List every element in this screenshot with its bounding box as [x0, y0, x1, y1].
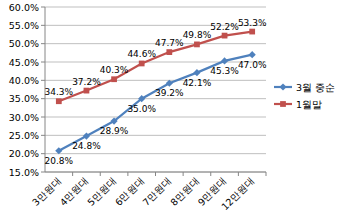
series-line	[59, 32, 252, 102]
x-tick	[127, 172, 128, 176]
grid-line	[45, 62, 266, 63]
data-label: 44.6%	[127, 49, 156, 59]
x-tick	[266, 172, 267, 176]
data-point	[194, 42, 200, 48]
plot-area	[55, 29, 256, 155]
data-label: 47.0%	[238, 60, 267, 70]
legend-label: 3월 중순	[296, 82, 335, 93]
data-point	[55, 147, 62, 154]
y-tick-label: 30.0%	[9, 112, 39, 123]
y-tick-label: 35.0%	[9, 93, 39, 104]
grid-line	[45, 153, 266, 154]
y-tick-label: 50.0%	[9, 38, 39, 49]
data-point	[166, 80, 173, 87]
y-tick-label: 45.0%	[9, 57, 39, 68]
y-tick-label: 40.0%	[9, 75, 39, 86]
chart: 15.0% 20.0% 25.0% 30.0% 35.0% 40.0% 45.0% 50.0%…	[0, 0, 350, 211]
x-tick	[183, 172, 184, 176]
data-label: 37.2%	[72, 77, 101, 87]
data-label: 52.2%	[210, 22, 239, 32]
data-point	[84, 88, 90, 94]
data-point	[166, 49, 172, 55]
y-tick	[41, 62, 45, 63]
data-point	[83, 132, 90, 139]
y-tick	[41, 135, 45, 136]
data-label: 39.2%	[155, 88, 184, 98]
data-point	[138, 95, 145, 102]
data-point	[139, 61, 145, 67]
x-tick-label: 12만원대	[219, 175, 257, 211]
x-tick-label: 5만원대	[85, 175, 118, 208]
data-point	[56, 98, 62, 104]
y-tick	[41, 153, 45, 154]
x-tick	[100, 172, 101, 176]
y-tick-label: 25.0%	[9, 130, 39, 141]
data-point	[193, 69, 200, 76]
y-tick-label: 55.0%	[9, 20, 39, 31]
x-tick	[72, 172, 73, 176]
x-tick	[238, 172, 239, 176]
data-label: 24.8%	[72, 141, 101, 151]
x-tick	[210, 172, 211, 176]
x-tick-label: 8만원대	[168, 175, 201, 208]
data-label: 20.8%	[45, 156, 74, 166]
data-label: 42.1%	[183, 78, 212, 88]
data-label: 47.7%	[155, 38, 184, 48]
grid-line	[45, 117, 266, 118]
grid-line	[45, 7, 266, 8]
data-point	[249, 29, 255, 35]
grid-line	[45, 135, 266, 136]
legend-marker	[279, 83, 286, 90]
y-tick-label: 15.0%	[9, 167, 39, 178]
data-label: 49.8%	[183, 30, 212, 40]
y-tick	[41, 25, 45, 26]
y-tick	[41, 7, 45, 8]
data-point	[222, 33, 228, 39]
grid-line	[45, 98, 266, 99]
data-label: 35.0%	[127, 104, 156, 114]
data-point	[221, 57, 228, 64]
y-tick	[41, 172, 45, 173]
data-label: 53.3%	[238, 18, 267, 28]
y-tick-label: 60.0%	[9, 2, 39, 13]
data-labels: 20.8% 24.8% 28.9% 35.0% 39.2%42.1% 45.3%47.0%…	[45, 18, 267, 166]
y-tick	[41, 80, 45, 81]
x-tick-label: 7만원대	[140, 175, 173, 208]
data-point	[110, 117, 117, 124]
legend-label: 1월말	[296, 99, 322, 110]
x-tick-label: 4만원대	[58, 175, 91, 208]
series-line	[59, 55, 252, 151]
x-tick-label: 3만원대	[30, 175, 63, 208]
legend: 3월 중순 1월말	[274, 82, 335, 110]
data-label: 34.3%	[45, 87, 74, 97]
y-tick	[41, 43, 45, 44]
data-label: 40.3%	[100, 65, 129, 75]
data-point	[249, 51, 256, 58]
data-point	[111, 76, 117, 82]
x-tick-label: 6만원대	[113, 175, 146, 208]
data-label: 45.3%	[210, 66, 239, 76]
y-tick-label: 20.0%	[9, 148, 39, 159]
y-tick	[41, 117, 45, 118]
y-tick	[41, 98, 45, 99]
legend-marker	[280, 101, 286, 107]
data-label: 28.9%	[100, 126, 129, 136]
x-tick	[155, 172, 156, 176]
